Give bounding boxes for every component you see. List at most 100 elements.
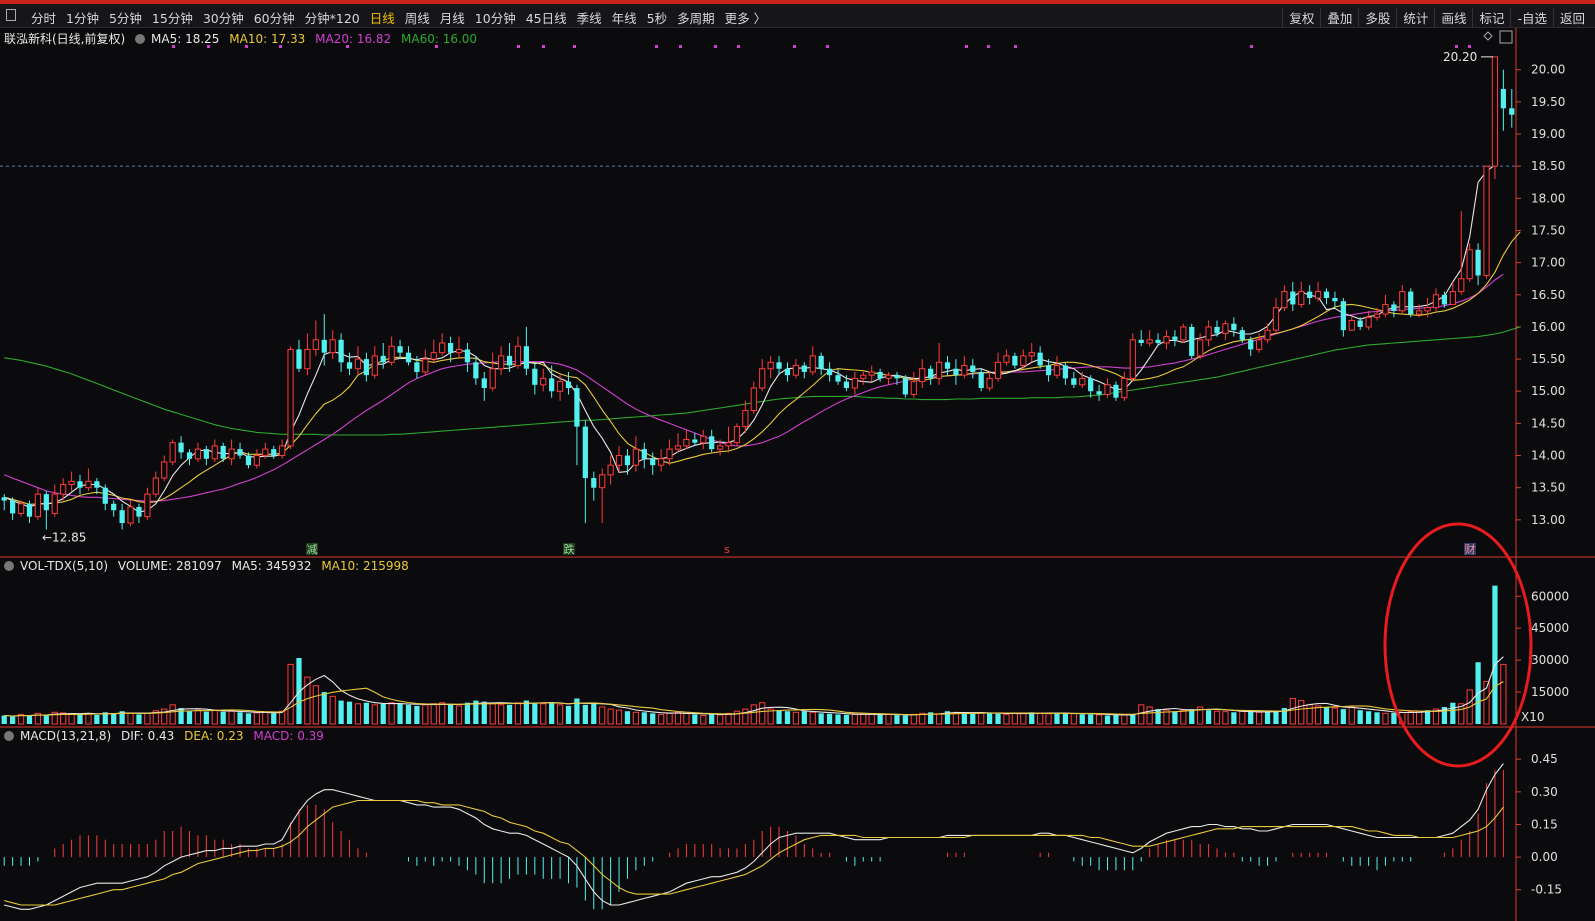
- candle: [1062, 362, 1069, 385]
- settings-circle-icon[interactable]: [135, 34, 146, 44]
- candle-body: [1129, 339, 1136, 379]
- tab-15[interactable]: 多周期: [677, 11, 715, 26]
- tab-7[interactable]: 日线: [369, 11, 395, 26]
- candle-body: [624, 455, 631, 466]
- candle: [591, 471, 597, 501]
- candle: [397, 339, 403, 360]
- candle: [279, 439, 286, 459]
- candle: [1373, 307, 1381, 321]
- volume-bar: [262, 711, 269, 725]
- tab-14[interactable]: 5秒: [646, 11, 668, 26]
- volume-bar: [405, 704, 412, 724]
- candle: [632, 436, 639, 472]
- tool-0[interactable]: 复权: [1282, 8, 1320, 27]
- stock-name[interactable]: 联泓新科(日线,前复权): [4, 32, 126, 46]
- vol-settings-icon[interactable]: [4, 561, 14, 571]
- candle: [203, 445, 209, 466]
- candle: [271, 445, 277, 459]
- volume-bar: [77, 714, 83, 724]
- tab-9[interactable]: 月线: [439, 11, 465, 26]
- candle-body: [885, 374, 892, 379]
- candle-body: [506, 355, 513, 366]
- volume-bar: [716, 714, 724, 725]
- event-dot: [1014, 45, 1017, 48]
- volume-bar: [683, 712, 690, 725]
- candle-body: [970, 365, 976, 372]
- volume-bar: [68, 713, 75, 725]
- tab-2[interactable]: 5分钟: [108, 11, 142, 26]
- tab-0[interactable]: 分时: [31, 11, 57, 26]
- candle: [1357, 317, 1363, 331]
- candle-body: [961, 365, 968, 376]
- volume-bar: [1172, 711, 1178, 724]
- candle: [17, 500, 25, 517]
- candle-body: [1062, 365, 1069, 379]
- candle-body: [1231, 323, 1237, 331]
- vol-ma5-line: [4, 656, 1504, 717]
- tab-1[interactable]: 1分钟: [66, 11, 99, 26]
- candle: [835, 368, 841, 385]
- tool-4[interactable]: 画线: [1434, 8, 1472, 27]
- candle-body: [1003, 355, 1010, 363]
- volume-bar: [902, 715, 908, 724]
- candle: [498, 346, 505, 376]
- candle-body: [1205, 326, 1212, 341]
- candle-body: [1373, 313, 1381, 318]
- candle: [935, 343, 943, 385]
- candle: [77, 474, 83, 495]
- tool-7[interactable]: 返回: [1552, 8, 1591, 27]
- candle: [1088, 375, 1094, 398]
- candle: [287, 346, 294, 450]
- tool-1[interactable]: 叠加: [1320, 8, 1358, 27]
- candle: [725, 426, 732, 453]
- volume-bar: [650, 713, 656, 724]
- macd-settings-icon[interactable]: [4, 731, 14, 741]
- tab-3[interactable]: 15分钟: [151, 11, 193, 26]
- volume-bar: [1003, 713, 1010, 725]
- volume-bar: [1011, 712, 1018, 725]
- tool-2[interactable]: 多股: [1358, 8, 1396, 27]
- candle-body: [321, 339, 327, 353]
- candle: [902, 375, 908, 398]
- candle: [85, 468, 92, 491]
- tab-4[interactable]: 30分钟: [202, 11, 244, 26]
- macd-value: MACD: 0.39: [253, 729, 324, 743]
- volume-bar: [473, 700, 479, 724]
- candle-body: [1509, 108, 1515, 115]
- candle-body: [127, 506, 134, 524]
- volume-bar: [1374, 712, 1380, 724]
- tab-8[interactable]: 周线: [404, 11, 430, 26]
- tab-12[interactable]: 季线: [576, 11, 602, 26]
- volume-bar: [1045, 713, 1052, 725]
- tool-3[interactable]: 统计: [1396, 8, 1434, 27]
- tab-6[interactable]: 分钟*120: [304, 11, 360, 26]
- candle: [68, 471, 75, 491]
- tab-10[interactable]: 10分钟: [474, 11, 516, 26]
- tab-11[interactable]: 45日线: [525, 11, 567, 26]
- vol-name[interactable]: VOL-TDX(5,10): [20, 559, 109, 573]
- tab-13[interactable]: 年线: [611, 11, 637, 26]
- candle-body: [60, 483, 67, 495]
- candle: [220, 442, 226, 462]
- window-icon[interactable]: [6, 9, 16, 21]
- tool-5[interactable]: 标记: [1472, 8, 1510, 27]
- candle-body: [818, 355, 824, 369]
- candle: [455, 336, 463, 360]
- candle: [329, 330, 336, 360]
- tab-16[interactable]: 更多 〉: [724, 11, 767, 26]
- candle: [1214, 320, 1220, 337]
- candle: [1432, 288, 1440, 311]
- candle-body: [397, 346, 403, 353]
- tab-5[interactable]: 60分钟: [253, 11, 295, 26]
- candle: [792, 359, 800, 379]
- high-label: 20.20: [1443, 50, 1477, 64]
- macd-name[interactable]: MACD(13,21,8): [20, 729, 112, 743]
- volume-bar: [371, 704, 378, 725]
- candle-body: [203, 449, 209, 459]
- tool-6[interactable]: -自选: [1510, 8, 1553, 27]
- candle: [986, 371, 993, 392]
- volume-bar: [194, 709, 202, 725]
- volume-bar: [60, 712, 67, 725]
- candle-body: [1079, 377, 1086, 386]
